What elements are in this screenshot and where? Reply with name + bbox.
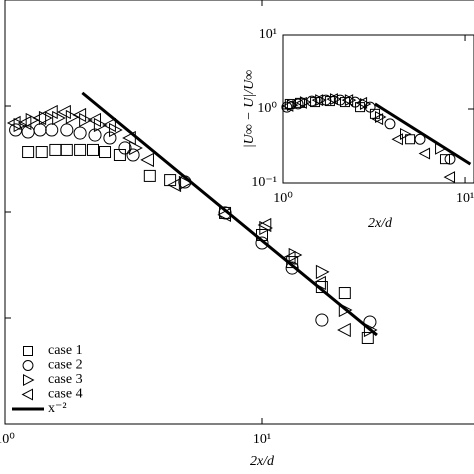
y-tick-label: 10⁻¹ [251,175,277,190]
legend-marker [23,373,35,387]
marker-triangle [315,94,327,107]
marker-triangle [337,322,351,338]
marker-circle [9,123,23,137]
marker-triangle [102,117,116,133]
marker-square [338,287,351,300]
marker-triangle [311,94,324,107]
marker-square [22,146,35,159]
marker-triangle [371,113,384,126]
y-axis-label: |U∞ − U|/U∞ [242,70,257,148]
y-tick-label: 10¹ [259,27,277,42]
marker-square [143,169,156,182]
marker-triangle [25,112,40,128]
marker-triangle [418,147,431,160]
legend-label: case 1 [48,343,83,358]
marker-triangle [355,96,368,109]
marker-triangle [52,110,66,126]
marker-triangle [32,110,47,126]
marker-circle [73,126,87,140]
legend-label: case 4 [48,387,83,402]
x-tick-label: 10¹ [253,432,271,447]
marker-circle [384,118,396,130]
y-tick-label: 10⁰ [257,101,277,116]
legend-marker [23,346,33,356]
marker-circle [255,236,269,250]
marker-triangle [326,93,338,106]
marker-triangle [344,94,357,107]
marker-triangle [295,96,307,109]
marker-circle [118,141,132,155]
x-tick-label: 10⁰ [273,191,293,206]
marker-triangle [140,152,154,168]
marker-triangle [341,94,354,107]
x-axis-label: 2x/d [250,454,275,469]
marker-square [49,143,62,156]
marker-triangle [281,99,294,112]
marker-triangle [44,104,58,120]
marker-triangle [257,217,272,233]
fit-line [374,102,472,166]
marker-circle [60,123,74,137]
marker-square [35,146,48,159]
marker-triangle [400,127,412,140]
marker-triangle [167,177,182,193]
marker-triangle [338,302,353,318]
marker-circle [218,206,232,220]
marker-triangle [363,322,378,338]
marker-circle [444,153,456,165]
marker-circle [88,128,102,142]
marker-triangle [17,115,32,131]
marker-triangle [374,110,387,123]
legend-label: case 2 [48,358,83,373]
marker-circle [126,148,140,162]
legend-marker [21,388,33,401]
x-axis-label: 2x/d [368,216,393,231]
marker-triangle [57,104,71,120]
marker-square [113,148,126,161]
marker-square [60,143,73,156]
marker-circle [414,133,426,145]
marker-triangle [299,96,312,109]
x-tick-label: 10⁰ [0,432,15,447]
marker-triangle [178,175,193,191]
marker-square [439,154,450,165]
marker-triangle [315,264,330,280]
marker-triangle [359,97,372,110]
x-tick-label: 10¹ [456,191,474,206]
marker-triangle [259,220,273,236]
marker-circle [285,261,299,275]
marker-triangle [391,133,403,146]
marker-triangle [87,112,102,128]
marker-square [99,146,112,159]
marker-square [87,143,100,156]
marker-triangle [65,109,80,125]
marker-square [361,331,374,344]
marker-triangle [329,93,342,106]
marker-triangle [72,107,87,123]
legend-label: x⁻² [48,401,67,416]
marker-square [405,134,416,145]
marker-triangle [6,115,21,131]
marker-circle [281,101,293,113]
legend-label: case 3 [48,372,83,387]
marker-triangle [443,171,456,184]
marker-circle [45,123,59,137]
marker-circle [315,313,329,327]
marker-circle [33,123,47,137]
marker-square [74,143,87,156]
legend-marker [22,360,34,371]
fit-line [81,91,378,337]
